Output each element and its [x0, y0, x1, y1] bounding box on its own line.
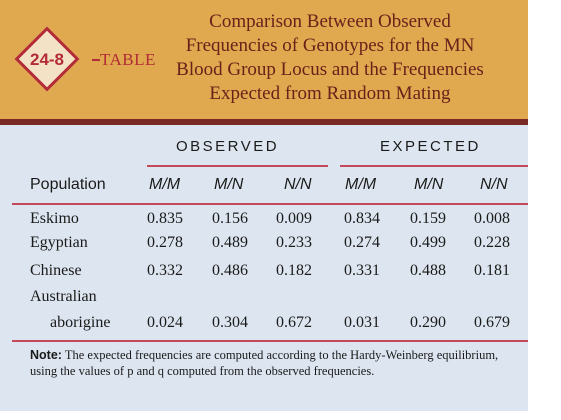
title-line: Comparison Between Observed	[209, 11, 451, 32]
population-name: Eskimo	[30, 210, 79, 227]
cell-value: 0.159	[410, 210, 446, 227]
header-rule-bottom	[12, 203, 528, 205]
cell-value: 0.274	[344, 234, 380, 251]
cell-value: 0.290	[410, 314, 446, 331]
population-name: aborigine	[50, 314, 111, 331]
expected-group-label: EXPECTED	[380, 138, 481, 155]
cell-value: 0.181	[474, 262, 510, 279]
cell-value: 0.499	[410, 234, 446, 251]
population-name: Australian	[30, 288, 97, 305]
title-line: Frequencies of Genotypes for the MN	[185, 35, 475, 56]
table-row: Eskimo 0.835 0.156 0.009 0.834 0.159 0.0…	[0, 210, 528, 232]
note-text: The expected frequencies are computed ac…	[30, 348, 499, 378]
population-name: Egyptian	[30, 234, 88, 251]
genotype-header: N/N	[480, 176, 508, 193]
genotype-header: M/N	[214, 176, 244, 193]
cell-value: 0.008	[474, 210, 510, 227]
table-row: Australian	[0, 288, 528, 310]
cell-value: 0.672	[276, 314, 312, 331]
cell-value: 0.486	[212, 262, 248, 279]
title-line: Expected from Random Mating	[209, 83, 451, 104]
table-bottom-rule	[12, 340, 528, 342]
cell-value: 0.332	[147, 262, 183, 279]
cell-value: 0.834	[344, 210, 380, 227]
header-rule	[0, 119, 528, 125]
table-number: 24-8	[29, 50, 65, 69]
table-header	[0, 0, 528, 119]
table-row: aborigine 0.024 0.304 0.672 0.031 0.290 …	[0, 314, 528, 336]
cell-value: 0.331	[344, 262, 380, 279]
table-body	[0, 125, 528, 411]
cell-value: 0.228	[474, 234, 510, 251]
cell-value: 0.489	[212, 234, 248, 251]
cell-value: 0.488	[410, 262, 446, 279]
genotype-header: N/N	[284, 176, 312, 193]
genotype-header: M/M	[345, 176, 377, 193]
genotype-header: M/N	[414, 176, 444, 193]
cell-value: 0.156	[212, 210, 248, 227]
table-note: Note: The expected frequencies are compu…	[30, 347, 500, 379]
table-title: Comparison Between Observed Frequencies …	[165, 10, 495, 106]
cell-value: 0.031	[344, 314, 380, 331]
table-row: Egyptian 0.278 0.489 0.233 0.274 0.499 0…	[0, 234, 528, 256]
cell-value: 0.024	[147, 314, 183, 331]
population-column-header: Population	[30, 176, 106, 193]
observed-group-label: OBSERVED	[176, 138, 280, 155]
title-line: Blood Group Locus and the Frequencies	[176, 59, 484, 80]
badge-connector	[92, 59, 100, 61]
table-row: Chinese 0.332 0.486 0.182 0.331 0.488 0.…	[0, 262, 528, 284]
cell-value: 0.009	[276, 210, 312, 227]
genotype-header: M/M	[149, 176, 181, 193]
cell-value: 0.304	[212, 314, 248, 331]
cell-value: 0.233	[276, 234, 312, 251]
cell-value: 0.835	[147, 210, 183, 227]
population-name: Chinese	[30, 262, 82, 279]
cell-value: 0.278	[147, 234, 183, 251]
cell-value: 0.182	[276, 262, 312, 279]
note-label: Note:	[30, 348, 62, 362]
expected-group-rule	[340, 165, 528, 167]
table-label: TABLE	[100, 50, 156, 69]
cell-value: 0.679	[474, 314, 510, 331]
observed-group-rule	[147, 165, 328, 167]
